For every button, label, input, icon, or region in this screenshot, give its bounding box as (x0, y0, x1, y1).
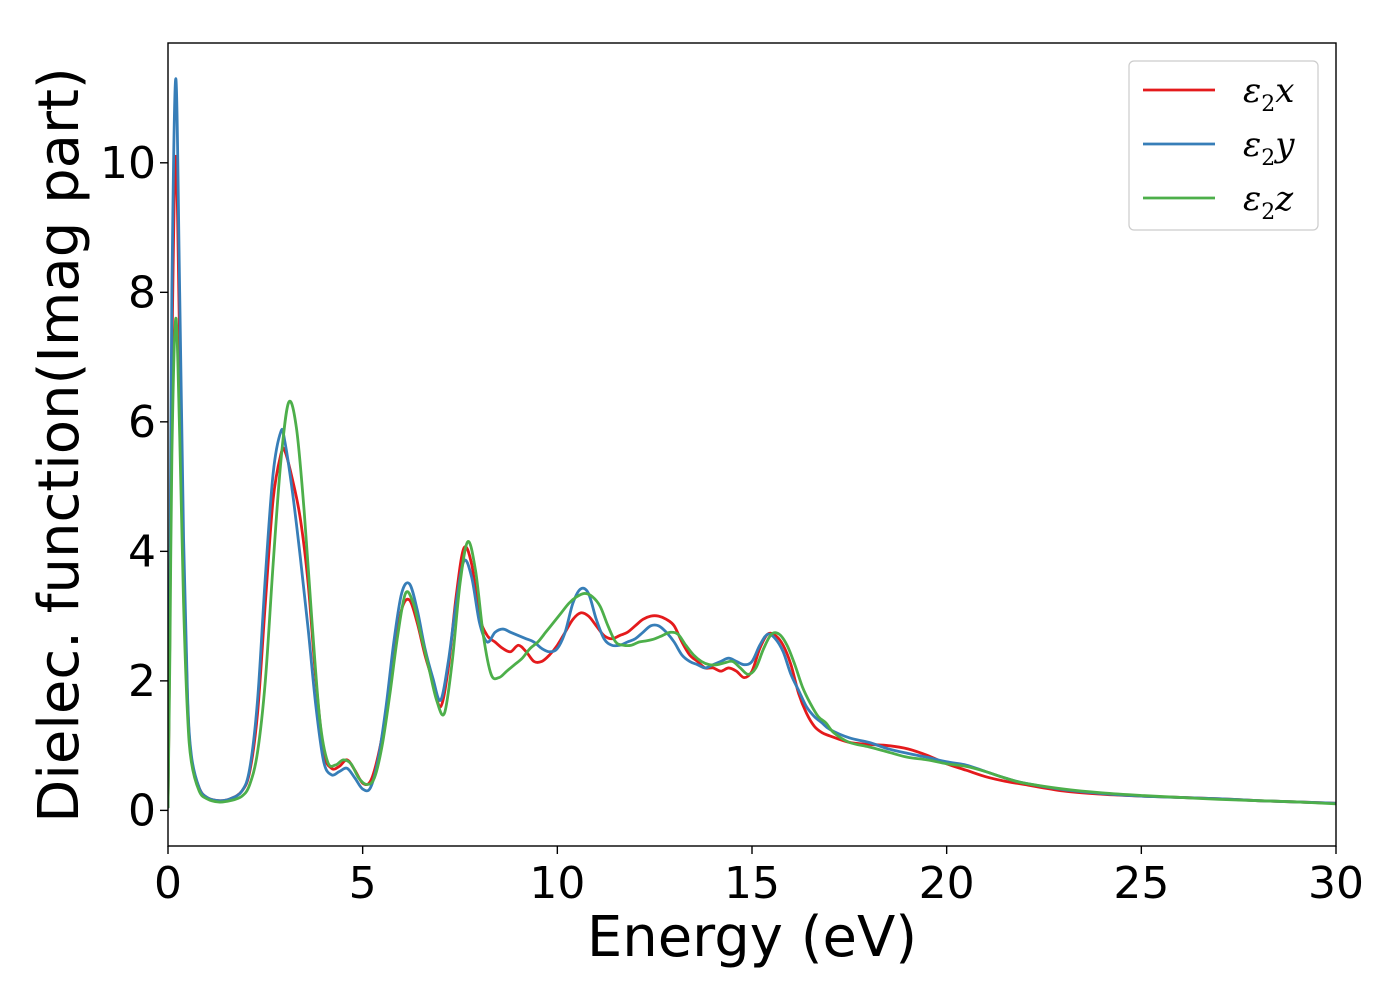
legend-entry-z: ε2z (1143, 179, 1294, 225)
y-tick-label: 10 (100, 138, 156, 189)
y-axis-title: Dielec. function(Imag part) (27, 67, 92, 823)
legend: ε2x ε2y ε2z (1128, 60, 1319, 231)
x-tick-label: 0 (154, 858, 182, 909)
legend-entry-x: ε2x (1143, 71, 1294, 117)
x-axis-ticks: 0 5 10 15 20 25 30 (154, 846, 1364, 909)
x-tick-label: 20 (919, 858, 975, 909)
x-axis-title: Energy (eV) (587, 905, 917, 970)
y-axis-ticks: 0 2 4 6 8 10 (100, 138, 168, 836)
x-tick-label: 10 (529, 858, 585, 909)
x-tick-label: 30 (1308, 858, 1364, 909)
x-tick-label: 15 (724, 858, 780, 909)
legend-label: ε2x (1243, 71, 1294, 117)
y-tick-label: 6 (128, 397, 156, 448)
x-tick-label: 25 (1113, 858, 1169, 909)
x-tick-label: 5 (349, 858, 377, 909)
series-layer (168, 77, 1336, 809)
series-line-y (168, 77, 1336, 809)
y-tick-label: 0 (128, 785, 156, 836)
y-tick-label: 2 (128, 656, 156, 707)
legend-entry-y: ε2y (1143, 125, 1295, 171)
legend-label: ε2y (1243, 125, 1295, 171)
legend-label: ε2z (1243, 179, 1294, 225)
series-line-z (168, 316, 1336, 809)
legend-frame (1128, 60, 1319, 231)
legend-entries: ε2x ε2y ε2z (1143, 71, 1295, 225)
y-tick-label: 4 (128, 526, 156, 577)
y-tick-label: 8 (128, 267, 156, 318)
